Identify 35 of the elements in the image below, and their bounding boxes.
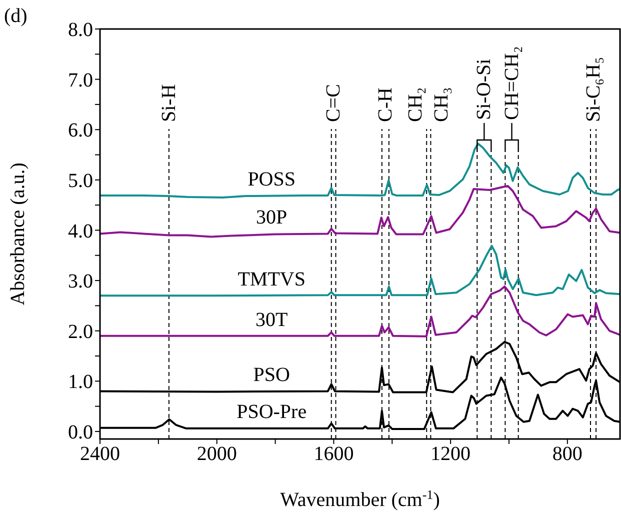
- x-axis-title: Wavenumber (cm$^{-1}$): [280, 486, 440, 511]
- ref-line-label: CH₃: [430, 87, 453, 122]
- y-tick-label: 7.0: [68, 69, 93, 92]
- series-label: 30P: [256, 206, 288, 229]
- ref-line-label: C-H: [374, 88, 396, 122]
- y-tick-label: 8.0: [68, 19, 93, 42]
- x-tick-label: 2400: [80, 443, 120, 466]
- ref-line-label: CH=CH₂: [500, 46, 523, 120]
- series-label: PSO: [253, 364, 290, 386]
- x-tick-label: 800: [552, 443, 582, 466]
- y-tick-label: 6.0: [68, 120, 93, 142]
- x-tick-label: 1600: [314, 443, 354, 466]
- y-tick-label: 0.0: [68, 422, 93, 444]
- y-tick-label: 5.0: [68, 170, 93, 192]
- y-axis-title: Absorbance (a.u.): [7, 162, 29, 306]
- x-tick-label: 2000: [196, 443, 237, 466]
- ref-line-label: C=C: [322, 84, 345, 122]
- line-series: [100, 184, 620, 238]
- text: (d): [4, 5, 28, 27]
- series-label: TMTVS: [238, 268, 306, 291]
- line-series: [100, 286, 620, 338]
- ref-line-label: Si-O-Si: [473, 58, 496, 120]
- ref-line-label: Si-H: [158, 84, 180, 122]
- line-series: [100, 142, 620, 199]
- y-tick-label: 4.0: [68, 220, 93, 242]
- series-label: PSO-Pre: [236, 400, 307, 423]
- ref-line-label: Si-C₆H₅: [582, 56, 604, 122]
- y-tick-label: 3.0: [68, 270, 93, 293]
- line-series: [100, 244, 620, 297]
- y-tick-label: 1.0: [68, 371, 93, 394]
- y-tick-label: 2.0: [68, 320, 93, 343]
- series-label: 30T: [255, 308, 288, 331]
- series-label: POSS: [248, 168, 296, 191]
- x-tick-label: 1200: [430, 443, 471, 466]
- ref-line-label: CH₂: [404, 87, 427, 122]
